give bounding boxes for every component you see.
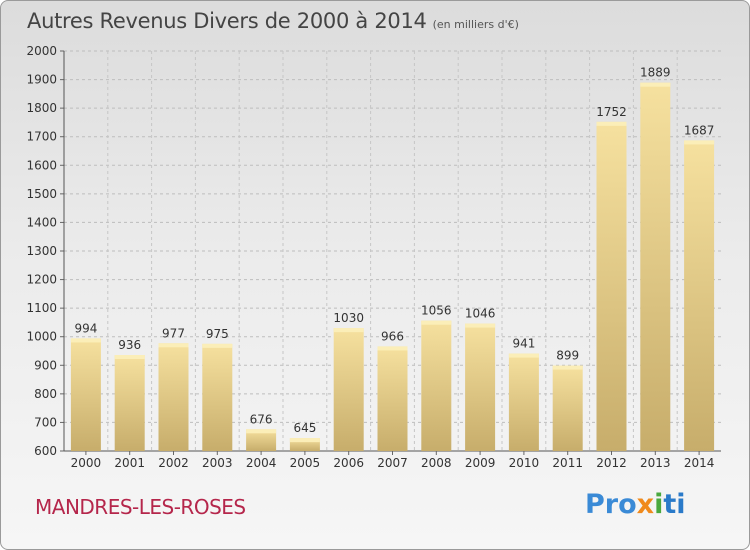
data-label: 676 xyxy=(250,412,273,426)
logo-part-1: Pro xyxy=(585,489,637,520)
chart-unit-label: (en milliers d'€) xyxy=(432,18,519,31)
data-label: 994 xyxy=(74,321,97,335)
bar-2002 xyxy=(158,343,189,451)
logo-part-3: i xyxy=(654,489,664,520)
x-tick-label: 2009 xyxy=(465,456,496,470)
bar-top-2011 xyxy=(552,365,583,370)
x-tick-label: 2004 xyxy=(246,456,277,470)
bar-top-2000 xyxy=(70,338,101,343)
bar-top-2002 xyxy=(158,343,189,348)
y-tick-label: 1900 xyxy=(26,73,57,87)
y-tick-label: 1400 xyxy=(26,215,57,229)
data-label: 1046 xyxy=(465,307,496,321)
x-tick-label: 2011 xyxy=(552,456,583,470)
x-tick-label: 2012 xyxy=(596,456,627,470)
bar-top-2005 xyxy=(289,438,320,443)
bar-2006 xyxy=(333,328,364,451)
bar-2009 xyxy=(465,323,496,451)
label-layer: 2000 994 2001 936 2002 977 2003 975 2004 676 2005 6… xyxy=(71,66,715,470)
y-tick-label: 1800 xyxy=(26,101,57,115)
y-tick-label: 1100 xyxy=(26,301,57,315)
bar-top-2006 xyxy=(333,328,364,333)
bar-top-2012 xyxy=(596,121,627,126)
x-tick-label: 2006 xyxy=(333,456,364,470)
bar-2007 xyxy=(377,346,408,451)
y-tick-label: 600 xyxy=(34,444,57,458)
bar-top-2004 xyxy=(246,429,277,434)
bar-top-2014 xyxy=(684,140,715,145)
logo-part-4: ti xyxy=(663,489,686,520)
bar-2013 xyxy=(640,82,671,451)
data-label: 1030 xyxy=(333,311,364,325)
bar-top-2007 xyxy=(377,346,408,351)
x-tick-label: 2007 xyxy=(377,456,408,470)
data-label: 966 xyxy=(381,329,404,343)
x-tick-label: 2010 xyxy=(509,456,540,470)
bar-2008 xyxy=(421,320,452,451)
x-tick-label: 2002 xyxy=(158,456,189,470)
data-label: 941 xyxy=(512,337,535,351)
bar-top-2010 xyxy=(508,353,539,358)
data-label: 1889 xyxy=(640,66,671,80)
x-tick-label: 2003 xyxy=(202,456,233,470)
y-tick-label: 800 xyxy=(34,387,57,401)
x-tick-label: 2013 xyxy=(640,456,671,470)
data-label: 645 xyxy=(293,421,316,435)
x-tick-label: 2000 xyxy=(71,456,102,470)
x-tick-label: 2008 xyxy=(421,456,452,470)
bar-top-2001 xyxy=(114,355,145,359)
bar-top-2009 xyxy=(465,323,496,328)
bar-2014 xyxy=(684,140,715,451)
bar-2001 xyxy=(114,355,145,451)
place-name: MANDRES-LES-ROSES xyxy=(35,495,246,519)
logo-part-2: x xyxy=(636,489,655,520)
y-tick-label: 1700 xyxy=(26,130,57,144)
bar-2000 xyxy=(70,338,101,451)
bar-2012 xyxy=(596,121,627,451)
data-label: 936 xyxy=(118,338,141,352)
x-tick-label: 2005 xyxy=(290,456,321,470)
y-tick-label: 2000 xyxy=(26,44,57,58)
bar-2010 xyxy=(508,353,539,451)
bar-top-2003 xyxy=(202,343,233,348)
proxiti-logo[interactable]: Proxiti xyxy=(585,489,686,520)
y-tick-label: 1600 xyxy=(26,158,57,172)
data-label: 1056 xyxy=(421,304,452,318)
bar-top-2008 xyxy=(421,320,452,325)
data-label: 899 xyxy=(556,349,579,363)
data-label: 1752 xyxy=(596,105,627,119)
y-tick-label: 900 xyxy=(34,358,57,372)
bar-2004 xyxy=(246,429,277,451)
y-tick-label: 1200 xyxy=(26,273,57,287)
bar-2003 xyxy=(202,343,233,451)
chart-title-text: Autres Revenus Divers de 2000 à 2014 xyxy=(27,9,427,33)
data-label: 975 xyxy=(206,327,229,341)
data-label: 977 xyxy=(162,326,185,340)
bar-layer xyxy=(70,82,715,451)
axis-layer: 600 700 800 900 1000 1100 1200 1300 1400 1500 1600… xyxy=(26,44,721,458)
bar-top-2013 xyxy=(640,82,671,87)
y-tick-label: 1300 xyxy=(26,244,57,258)
x-tick-label: 2014 xyxy=(684,456,715,470)
chart-title: Autres Revenus Divers de 2000 à 2014 (en … xyxy=(27,9,519,33)
y-tick-label: 1500 xyxy=(26,187,57,201)
data-label: 1687 xyxy=(684,123,715,137)
y-tick-label: 700 xyxy=(34,415,57,429)
y-tick-label: 1000 xyxy=(26,330,57,344)
bar-2011 xyxy=(552,365,583,451)
x-tick-label: 2001 xyxy=(114,456,145,470)
